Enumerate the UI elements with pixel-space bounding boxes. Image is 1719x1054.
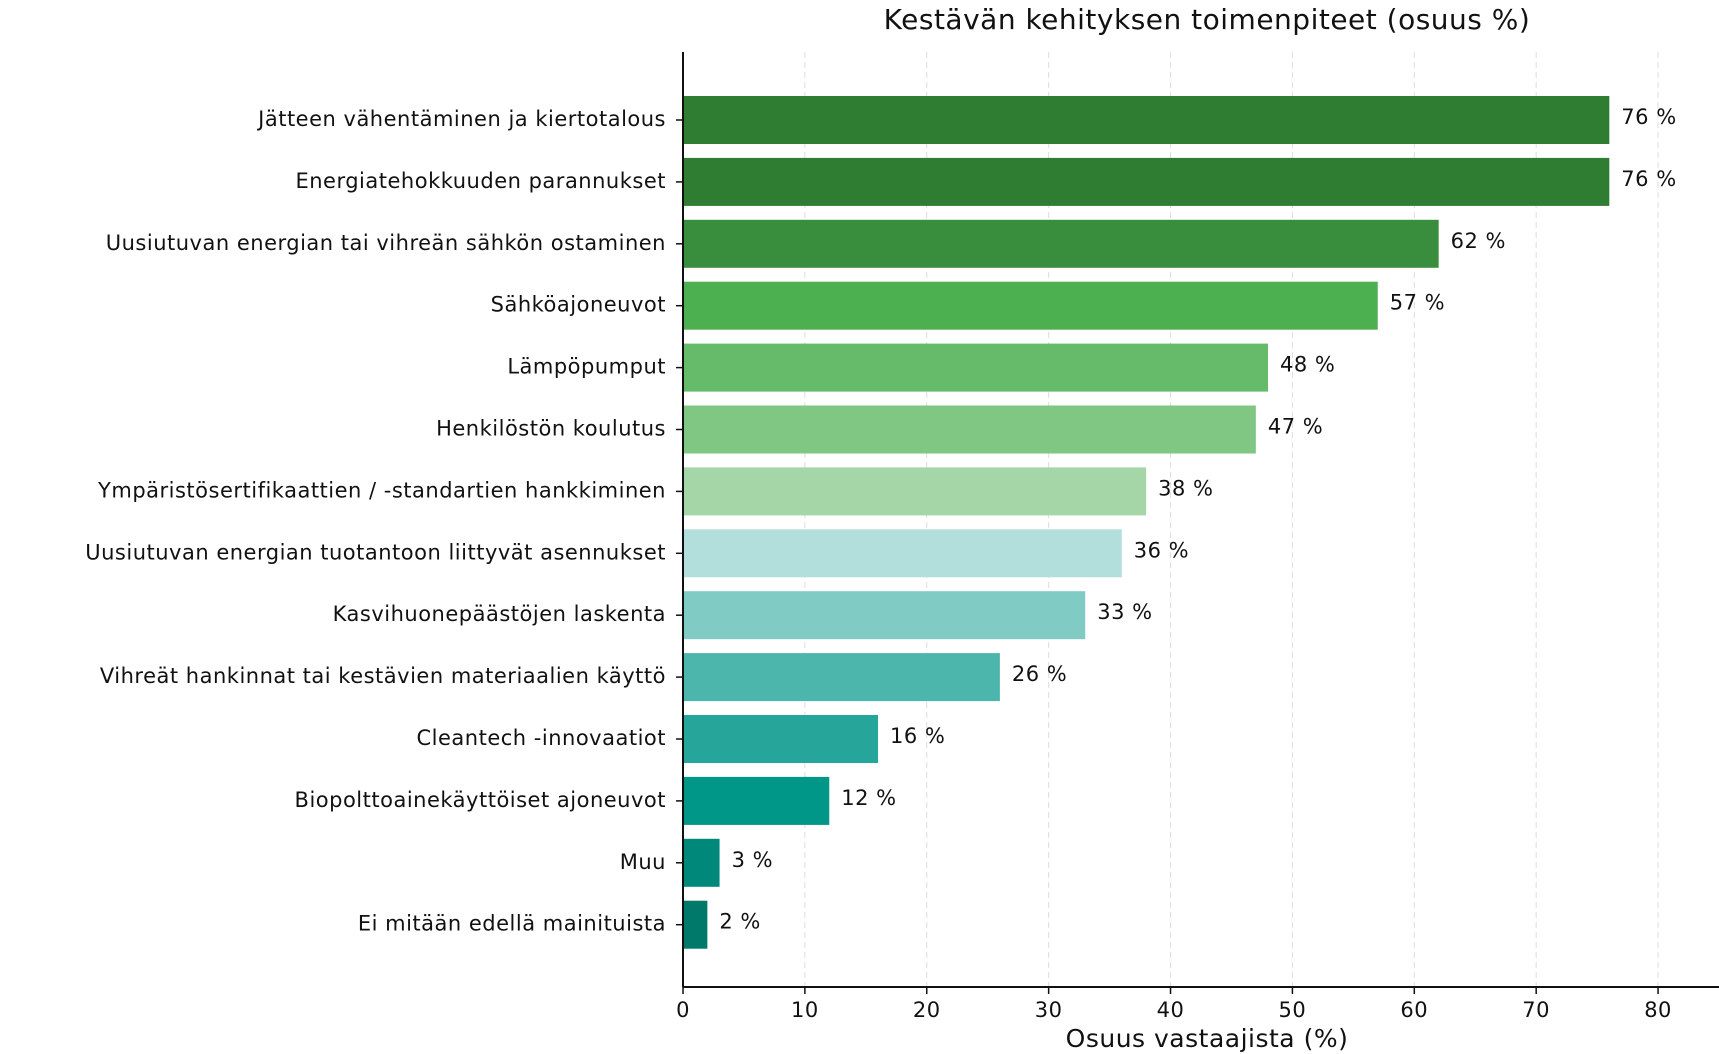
y-tick-label: Henkilöstön koulutus	[436, 417, 666, 441]
x-tick-label: 10	[791, 998, 819, 1022]
bar	[683, 96, 1610, 144]
y-tick-label: Cleantech -innovaatiot	[417, 726, 666, 750]
value-label: 48 %	[1280, 353, 1335, 377]
y-tick-label: Muu	[620, 850, 666, 874]
value-label: 26 %	[1012, 662, 1067, 686]
bar	[683, 405, 1256, 454]
value-label: 47 %	[1268, 415, 1323, 439]
value-label: 12 %	[841, 786, 896, 810]
y-tick-label: Jätteen vähentäminen ja kiertotalous	[256, 107, 666, 131]
bar	[683, 467, 1147, 516]
bar	[683, 838, 720, 887]
y-tick-label: Biopolttoainekäyttöiset ajoneuvot	[295, 788, 666, 812]
bar	[683, 157, 1610, 206]
bar	[683, 591, 1086, 640]
y-tick-label: Energiatehokkuuden parannukset	[295, 169, 666, 193]
y-tick-label: Vihreät hankinnat tai kestävien materiaa…	[100, 664, 666, 688]
value-label: 2 %	[719, 910, 761, 934]
bar	[683, 653, 1000, 702]
value-label: 38 %	[1158, 476, 1213, 500]
value-label: 33 %	[1097, 600, 1152, 624]
y-tick-label: Uusiutuvan energian tuotantoon liittyvät…	[85, 540, 666, 564]
bar	[683, 219, 1439, 268]
value-label: 16 %	[890, 724, 945, 748]
value-label: 36 %	[1134, 538, 1189, 562]
bar	[683, 715, 879, 763]
x-axis-label: Osuus vastaajista (%)	[1066, 1024, 1349, 1053]
y-tick-label: Uusiutuvan energian tai vihreän sähkön o…	[106, 231, 666, 255]
x-tick-label: 20	[913, 998, 941, 1022]
bar	[683, 343, 1269, 392]
x-tick-label: 60	[1400, 998, 1428, 1022]
y-tick-label: Sähköajoneuvot	[491, 293, 666, 317]
x-tick-label: 50	[1279, 998, 1307, 1022]
value-label: 76 %	[1621, 167, 1676, 191]
bar	[683, 900, 708, 949]
value-label: 3 %	[732, 848, 774, 872]
value-label: 62 %	[1451, 229, 1506, 253]
chart-title: Kestävän kehityksen toimenpiteet (osuus …	[884, 3, 1531, 36]
bar	[683, 529, 1122, 578]
x-tick-label: 40	[1157, 998, 1185, 1022]
y-tick-label: Kasvihuonepäästöjen laskenta	[333, 602, 666, 626]
x-tick-label: 70	[1522, 998, 1550, 1022]
x-tick-label: 80	[1644, 998, 1672, 1022]
value-label: 57 %	[1390, 291, 1445, 315]
bar	[683, 281, 1378, 330]
x-tick-label: 0	[676, 998, 690, 1022]
y-tick-label: Ympäristösertifikaattien / -standartien …	[97, 478, 666, 502]
y-tick-label: Lämpöpumput	[507, 355, 666, 379]
y-tick-label: Ei mitään edellä mainituista	[358, 912, 666, 936]
bar	[683, 776, 830, 825]
value-label: 76 %	[1621, 105, 1676, 129]
x-tick-label: 30	[1035, 998, 1063, 1022]
